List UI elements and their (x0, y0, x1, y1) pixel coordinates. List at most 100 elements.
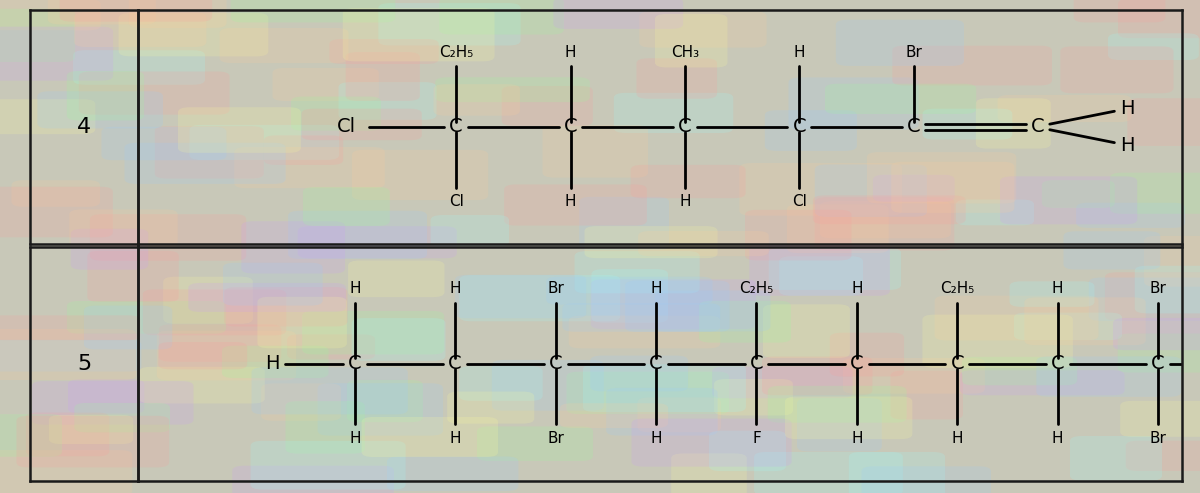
FancyBboxPatch shape (68, 379, 144, 414)
Text: C₂H₅: C₂H₅ (739, 281, 774, 296)
FancyBboxPatch shape (70, 210, 178, 247)
FancyBboxPatch shape (553, 0, 683, 29)
Text: H: H (851, 431, 863, 446)
FancyBboxPatch shape (287, 334, 376, 359)
FancyBboxPatch shape (769, 248, 901, 290)
FancyBboxPatch shape (12, 180, 100, 207)
FancyBboxPatch shape (1118, 0, 1200, 38)
Text: H: H (650, 431, 661, 446)
Text: H: H (793, 44, 805, 60)
FancyBboxPatch shape (1037, 356, 1181, 397)
FancyBboxPatch shape (976, 98, 1051, 148)
Text: C: C (792, 117, 806, 137)
FancyBboxPatch shape (71, 229, 149, 270)
FancyBboxPatch shape (1000, 176, 1138, 224)
Text: Br: Br (905, 44, 922, 60)
FancyBboxPatch shape (923, 315, 1073, 368)
Text: H: H (565, 194, 576, 210)
FancyBboxPatch shape (84, 306, 173, 350)
Text: C: C (449, 354, 462, 373)
FancyBboxPatch shape (848, 452, 946, 493)
FancyBboxPatch shape (338, 82, 437, 120)
FancyBboxPatch shape (460, 366, 542, 401)
FancyBboxPatch shape (352, 318, 445, 361)
FancyBboxPatch shape (504, 184, 647, 226)
FancyBboxPatch shape (26, 413, 109, 457)
FancyBboxPatch shape (583, 364, 746, 412)
Text: H: H (565, 44, 576, 60)
FancyBboxPatch shape (739, 163, 902, 215)
Text: H: H (851, 281, 863, 296)
FancyBboxPatch shape (318, 383, 443, 436)
FancyBboxPatch shape (431, 215, 509, 246)
FancyBboxPatch shape (0, 99, 95, 134)
FancyBboxPatch shape (546, 277, 713, 305)
FancyBboxPatch shape (1108, 34, 1199, 60)
FancyBboxPatch shape (764, 110, 857, 151)
FancyBboxPatch shape (590, 280, 756, 329)
FancyBboxPatch shape (671, 454, 746, 493)
FancyBboxPatch shape (1061, 46, 1174, 93)
FancyBboxPatch shape (637, 397, 721, 432)
FancyBboxPatch shape (290, 97, 380, 131)
FancyBboxPatch shape (762, 356, 872, 395)
FancyBboxPatch shape (709, 431, 786, 471)
FancyBboxPatch shape (264, 136, 343, 165)
FancyBboxPatch shape (476, 426, 593, 461)
FancyBboxPatch shape (74, 403, 170, 432)
Text: H: H (952, 431, 964, 446)
Text: H: H (349, 281, 360, 296)
FancyBboxPatch shape (1126, 441, 1200, 471)
FancyBboxPatch shape (1105, 272, 1200, 320)
Text: H: H (450, 281, 461, 296)
FancyBboxPatch shape (714, 379, 793, 416)
FancyBboxPatch shape (329, 39, 439, 64)
FancyBboxPatch shape (301, 108, 421, 140)
FancyBboxPatch shape (1135, 266, 1200, 314)
FancyBboxPatch shape (1121, 401, 1200, 437)
FancyBboxPatch shape (88, 251, 179, 302)
FancyBboxPatch shape (836, 20, 964, 66)
FancyBboxPatch shape (563, 303, 720, 332)
FancyBboxPatch shape (119, 13, 269, 56)
FancyBboxPatch shape (433, 84, 520, 116)
FancyBboxPatch shape (0, 27, 113, 81)
FancyBboxPatch shape (0, 0, 101, 30)
FancyBboxPatch shape (997, 95, 1132, 122)
Text: H: H (679, 194, 691, 210)
FancyBboxPatch shape (48, 0, 156, 24)
FancyBboxPatch shape (824, 84, 977, 114)
FancyBboxPatch shape (956, 200, 1034, 225)
FancyBboxPatch shape (655, 290, 770, 331)
FancyBboxPatch shape (631, 419, 792, 466)
FancyBboxPatch shape (923, 108, 1013, 140)
FancyBboxPatch shape (262, 384, 341, 421)
FancyBboxPatch shape (614, 93, 733, 133)
FancyBboxPatch shape (220, 28, 348, 63)
FancyBboxPatch shape (787, 204, 889, 253)
FancyBboxPatch shape (241, 221, 346, 274)
FancyBboxPatch shape (893, 46, 1052, 85)
FancyBboxPatch shape (60, 0, 212, 22)
FancyBboxPatch shape (347, 380, 422, 422)
FancyBboxPatch shape (158, 342, 247, 369)
FancyBboxPatch shape (569, 316, 720, 348)
FancyBboxPatch shape (842, 358, 985, 393)
FancyBboxPatch shape (492, 360, 604, 411)
FancyBboxPatch shape (1110, 173, 1200, 214)
FancyBboxPatch shape (1063, 231, 1160, 270)
FancyBboxPatch shape (636, 58, 718, 99)
FancyBboxPatch shape (1009, 282, 1094, 307)
FancyBboxPatch shape (749, 245, 890, 296)
FancyBboxPatch shape (797, 398, 882, 452)
FancyBboxPatch shape (1088, 278, 1200, 321)
FancyBboxPatch shape (251, 441, 406, 490)
FancyBboxPatch shape (1042, 180, 1115, 208)
FancyBboxPatch shape (230, 0, 395, 22)
Text: C: C (907, 117, 920, 137)
FancyBboxPatch shape (606, 388, 718, 435)
FancyBboxPatch shape (158, 324, 281, 362)
FancyBboxPatch shape (286, 401, 365, 454)
Text: C: C (1051, 354, 1064, 373)
FancyBboxPatch shape (460, 275, 620, 321)
